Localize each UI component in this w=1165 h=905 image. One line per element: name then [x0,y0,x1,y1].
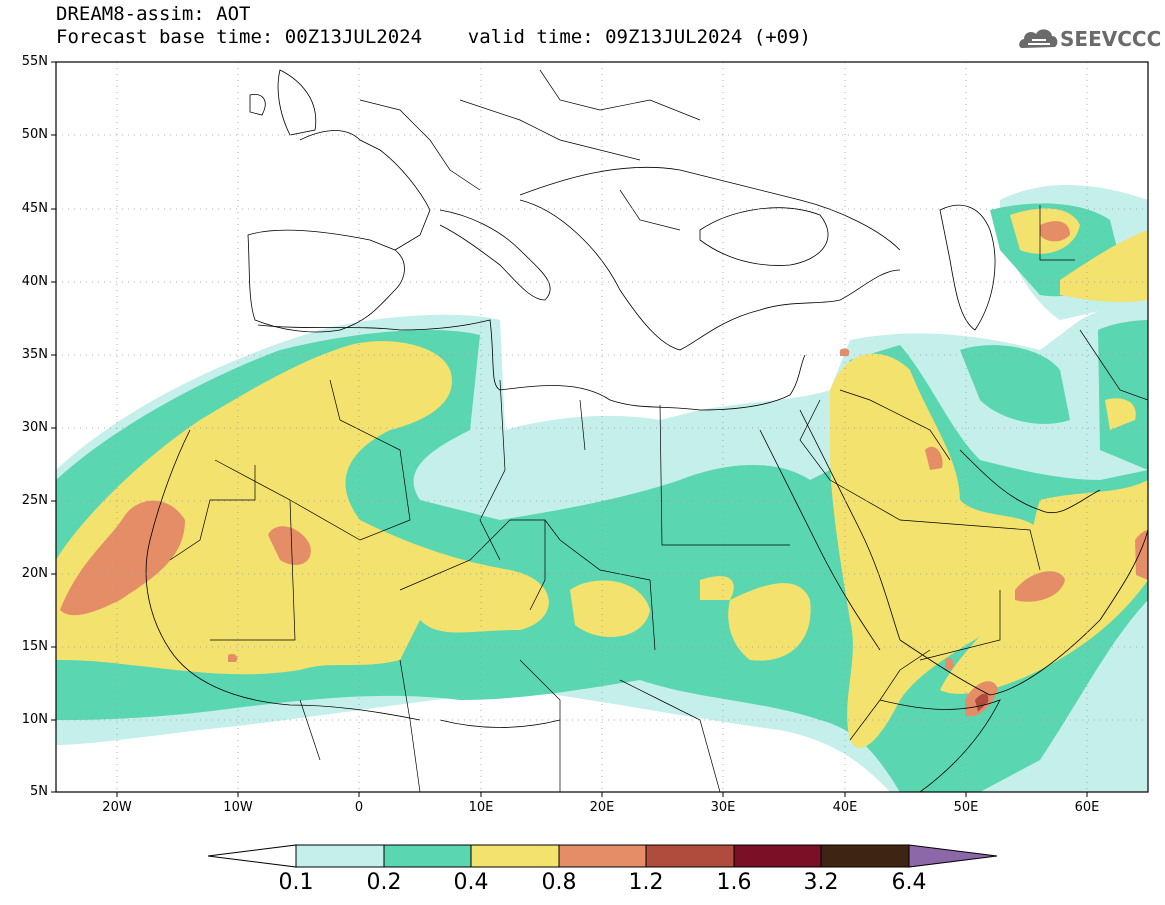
lon-label: 50E [953,800,979,815]
colorbar-label: 0.1 [278,870,314,895]
colorbar-high-arrow [908,844,998,868]
map-title: DREAM8-assim: AOT [56,3,251,25]
lon-label: 10W [223,800,253,815]
lon-label: 30E [710,800,736,815]
colorbar-bin-7 [820,844,910,868]
colorbar-label: 1.6 [716,870,752,895]
colorbar-bin-5 [645,844,735,868]
lat-label: 30N [21,420,48,435]
colorbar-bin-4 [558,844,647,868]
colorbar-bin-6 [733,844,822,868]
lat-label: 10N [21,712,48,727]
lon-label: 40E [832,800,858,815]
cloud-icon [1019,29,1058,48]
lat-label: 55N [21,54,48,69]
colorbar-low-arrow [207,844,297,868]
lat-label: 20N [21,566,48,581]
lat-label: 45N [21,201,48,216]
colorbar-label: 3.2 [803,870,839,895]
colorbar-label: 0.8 [541,870,577,895]
colorbar [207,844,998,868]
country-borders [169,69,1148,792]
lon-label: 20W [102,800,132,815]
lat-label: 5N [30,784,48,799]
colorbar-label: 0.4 [453,870,489,895]
coastlines [145,69,1148,792]
colorbar-label: 1.2 [628,870,664,895]
lon-label: 20E [589,800,615,815]
lat-label: 40N [21,274,48,289]
lon-label: 60E [1074,800,1100,815]
lat-label: 25N [21,493,48,508]
lat-label: 15N [21,639,48,654]
colorbar-label: 0.2 [366,870,402,895]
lon-label: 10E [468,800,494,815]
forecast-time-line: Forecast base time: 00Z13JUL2024 valid t… [56,26,811,48]
colorbar-bin-3 [470,844,560,868]
colorbar-bin-1 [295,844,385,868]
colorbar-bin-2 [383,844,472,868]
axis-ticks [51,61,1088,797]
colorbar-label: 6.4 [891,870,927,895]
graticule [56,62,1148,792]
aot-fields [56,185,1148,792]
seevccc-logo: SEEVCCC [1060,27,1162,51]
lat-label: 50N [21,127,48,142]
lon-label: 0 [354,800,364,815]
lat-label: 35N [21,347,48,362]
